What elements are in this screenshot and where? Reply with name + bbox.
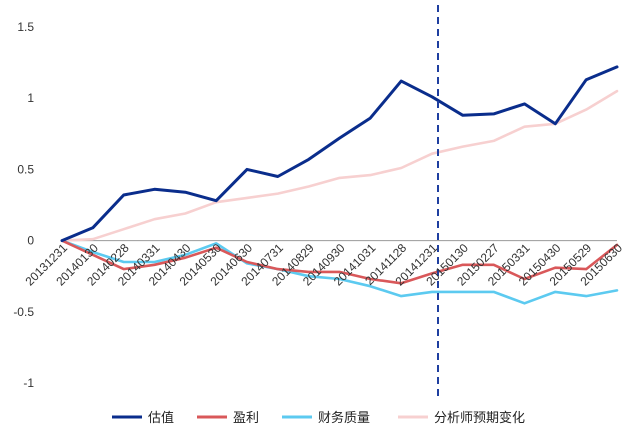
legend-label: 盈利 bbox=[233, 411, 259, 426]
y-tick-label: -0.5 bbox=[13, 305, 34, 319]
y-tick-label: 1 bbox=[27, 91, 34, 105]
y-axis-ticks: 1.5 1 0.5 0 -0.5 -1 bbox=[13, 20, 34, 390]
y-tick-label: -1 bbox=[23, 376, 34, 390]
series-line-4 bbox=[60, 89, 619, 242]
y-tick-label: 0 bbox=[27, 234, 34, 248]
legend-label: 估值 bbox=[148, 410, 174, 426]
legend-label: 财务质量 bbox=[318, 410, 370, 426]
y-tick-label: 1.5 bbox=[17, 20, 34, 34]
y-tick-label: 0.5 bbox=[17, 162, 34, 176]
x-axis-ticks: 2013123120140130201402282014033120140430… bbox=[22, 241, 625, 289]
series-line-3 bbox=[60, 239, 619, 305]
legend: 估值 盈利 财务质量 分析师预期变化 bbox=[112, 410, 525, 426]
series-lines bbox=[60, 65, 619, 305]
legend-label: 分析师预期变化 bbox=[434, 410, 525, 426]
series-line-1 bbox=[60, 65, 619, 243]
series-line-2 bbox=[60, 239, 619, 285]
